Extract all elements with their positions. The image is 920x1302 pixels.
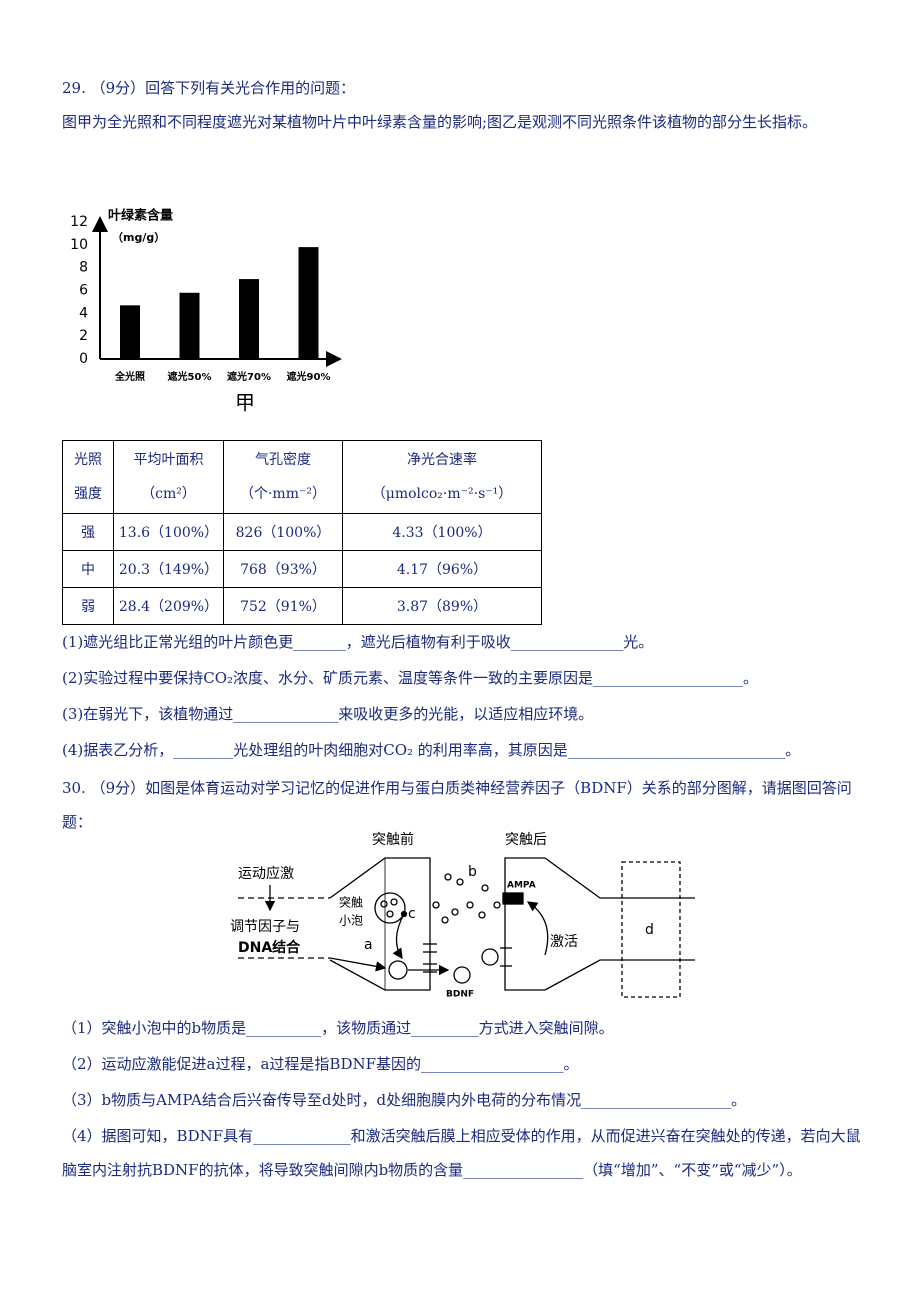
arrow bbox=[392, 913, 405, 960]
q30-heading: 30. （9分）如图是体育运动对学习记忆的促进作用与蛋白质类神经营养因子（BDN… bbox=[62, 779, 852, 831]
header-cell: 气孔密度 （个·mm⁻²） bbox=[223, 440, 343, 514]
x-tick-label: 全光照 bbox=[114, 370, 145, 383]
table-cell: 强 bbox=[62, 513, 114, 551]
x-tick-label: 遮光70% bbox=[227, 370, 271, 383]
question: (4)据表乙分析，________光处理组的叶肉细胞对CO₂ 的利用率高，其原因… bbox=[62, 741, 801, 759]
membrane bbox=[544, 959, 695, 991]
question: （4）据图可知，BDNF具有_____________和激活突触后膜上相应受体的… bbox=[62, 1127, 861, 1179]
header-cell: 平均叶面积 （cm²） bbox=[113, 440, 224, 514]
label: a bbox=[364, 937, 373, 953]
table-cell: 768（93%） bbox=[223, 550, 343, 588]
y-label: 叶绿素含量 bbox=[108, 208, 173, 224]
label: c bbox=[408, 906, 416, 922]
x-tick-label: 遮光50% bbox=[168, 370, 212, 383]
label: 运动应激 bbox=[238, 865, 294, 882]
header-text: 光照 bbox=[74, 452, 102, 468]
table-cell: 中 bbox=[62, 550, 114, 588]
header-text: 净光合速率 bbox=[407, 452, 477, 468]
y-tick-label: 6 bbox=[79, 283, 88, 299]
membrane bbox=[544, 857, 695, 899]
postsynaptic bbox=[504, 857, 545, 991]
header-cell: 光照 强度 bbox=[62, 440, 114, 514]
table-row: 弱 28.4（209%） 752（91%） 3.87（89%） bbox=[62, 587, 542, 625]
header-text: 气孔密度 bbox=[255, 452, 311, 468]
bar-chart: 叶绿素含量 （mg/g） 甲 0 2 4 6 8 10 12 全光照 遮光50% 遮光70% 遮光9… bbox=[70, 208, 342, 415]
vesicle bbox=[374, 892, 406, 924]
q29-heading: 29. （9分）回答下列有关光合作用的问题： bbox=[62, 79, 356, 97]
question: （3）b物质与AMPA结合后兴奋传导至d处时，d处细胞膜内外电荷的分布情况___… bbox=[62, 1091, 747, 1109]
header-row: 光照强度 平均叶面积 （cm²） 气孔密度 （个·mm⁻²） 净光合速率 （μmolco₂·… bbox=[62, 440, 542, 514]
bar bbox=[298, 247, 319, 359]
header-text: （cm²） bbox=[141, 486, 196, 502]
y-tick-label: 8 bbox=[79, 260, 88, 276]
label: 突触前 bbox=[372, 831, 414, 848]
table-cell: 3.87（89%） bbox=[342, 587, 542, 625]
presynaptic bbox=[329, 857, 431, 991]
question: (2)实验过程中要保持CO₂浓度、水分、矿质元素、温度等条件一致的主要原因是__… bbox=[62, 669, 759, 687]
bar bbox=[239, 279, 259, 359]
table-cell: 4.33（100%） bbox=[342, 513, 542, 551]
bar bbox=[120, 305, 140, 359]
y-tick-label: 4 bbox=[79, 305, 88, 321]
x-tick-label: 遮光90% bbox=[287, 370, 331, 383]
label: 激活 bbox=[550, 933, 578, 950]
label: AMPA bbox=[507, 881, 536, 891]
label: BDNF bbox=[446, 990, 474, 1000]
data-table: 光照强度 平均叶面积 （cm²） 气孔密度 （个·mm⁻²） 净光合速率 （μmolco₂·… bbox=[62, 440, 542, 625]
question: （2）运动应激能促进a过程，a过程是指BDNF基因的______________… bbox=[62, 1055, 579, 1073]
arrow bbox=[329, 957, 387, 972]
table-cell: 752（91%） bbox=[223, 587, 343, 625]
label: 小泡 bbox=[339, 914, 363, 928]
label: 调节因子与 bbox=[230, 919, 300, 935]
bdnf-particle bbox=[481, 948, 499, 966]
vesicle bbox=[388, 960, 408, 980]
header-text: （μmolco₂·m⁻²·s⁻¹） bbox=[371, 486, 513, 502]
bar bbox=[179, 292, 200, 359]
y-tick-label: 0 bbox=[79, 351, 88, 367]
y-tick-label: 10 bbox=[70, 237, 88, 253]
label: DNA结合 bbox=[238, 939, 301, 956]
y-tick-label: 12 bbox=[70, 214, 88, 230]
label: 突触 bbox=[339, 895, 363, 910]
ampa-receptor bbox=[502, 892, 524, 905]
chart-title: 甲 bbox=[235, 391, 255, 415]
y-tick-label: 2 bbox=[79, 328, 88, 344]
y-unit: （mg/g） bbox=[112, 231, 165, 244]
label: b bbox=[468, 864, 477, 880]
label: d bbox=[645, 922, 654, 938]
question: (1)遮光组比正常光组的叶片颜色更_______，遮光后植物有利于吸收_____… bbox=[62, 633, 654, 651]
question: （1）突触小泡中的b物质是__________，该物质通过_________方式… bbox=[62, 1019, 614, 1037]
question: (3)在弱光下，该植物通过______________来吸收更多的光能，以适应相… bbox=[62, 705, 594, 723]
header-cell: 净光合速率 （μmolco₂·m⁻²·s⁻¹） bbox=[342, 440, 542, 514]
header-text: 强度 bbox=[74, 486, 102, 502]
synapse-diagram: 运动应激 调节因子与 DNA结合 突触前 突触后 突触 小泡 a b c d A… bbox=[230, 831, 695, 1000]
q29-intro: 图甲为全光照和不同程度遮光对某植物叶片中叶绿素含量的影响;图乙是观测不同光照条件… bbox=[62, 113, 818, 131]
header-text: （个·mm⁻²） bbox=[239, 486, 326, 502]
label: 突触后 bbox=[505, 832, 547, 848]
bdnf-particle bbox=[453, 966, 471, 984]
table-cell: 弱 bbox=[62, 587, 114, 625]
table-cell: 28.4（209%） bbox=[113, 587, 224, 625]
arrow bbox=[526, 901, 549, 956]
region-d bbox=[621, 861, 681, 998]
header-text: 平均叶面积 bbox=[133, 452, 204, 468]
